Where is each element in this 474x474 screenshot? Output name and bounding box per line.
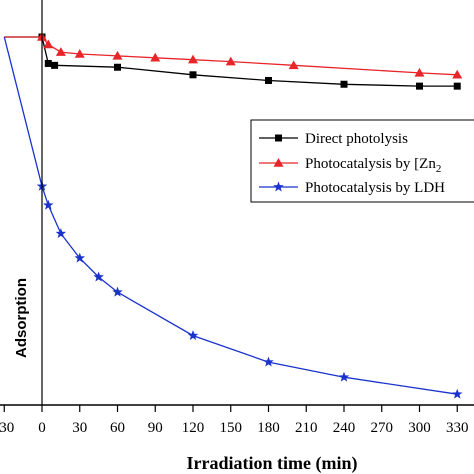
x-tick-label: -30 xyxy=(0,420,14,436)
x-tick-label: 90 xyxy=(148,420,163,436)
adsorption-label: Adsorption xyxy=(13,278,30,358)
series-3-point xyxy=(452,388,463,399)
x-tick-label: 270 xyxy=(370,420,393,436)
legend-marker-2 xyxy=(273,158,284,167)
series-3-point xyxy=(93,271,104,282)
x-tick-label: 330 xyxy=(446,420,469,436)
x-tick-label: 120 xyxy=(182,420,205,436)
x-tick-label: 240 xyxy=(333,420,356,436)
legend-marker-1 xyxy=(275,134,282,142)
series-1-point xyxy=(189,71,197,79)
x-tick-label: 150 xyxy=(219,420,242,436)
x-tick-label: 30 xyxy=(72,420,87,436)
legend-rows: Direct photolysis Photocatalysis by [Zn2 P… xyxy=(259,131,445,196)
x-tick-layer: -30 0 30 60 90 120 150 180 210 240 270 300 330 xyxy=(0,405,468,436)
legend-marker-3 xyxy=(273,181,284,192)
series-3-point xyxy=(187,330,199,341)
x-tick-label: 180 xyxy=(257,420,280,436)
legend-label-2: Photocatalysis by [Zn2 xyxy=(305,156,441,175)
series-1-point xyxy=(264,76,272,84)
series-1-point xyxy=(44,59,52,67)
legend-label-3: Photocatalysis by LDH xyxy=(305,180,445,196)
series-1-point xyxy=(340,80,348,88)
series-1-point xyxy=(51,61,59,69)
series-2-point xyxy=(112,50,123,60)
series-3-point xyxy=(55,228,67,239)
series-2-point xyxy=(187,54,198,64)
series-2-point xyxy=(414,67,425,77)
series-2-point xyxy=(43,39,54,49)
x-tick-label: 0 xyxy=(38,420,46,436)
series-line-1 xyxy=(4,36,458,87)
series-2-point xyxy=(150,52,161,62)
series-3-point xyxy=(74,252,85,263)
x-tick-label: 300 xyxy=(408,420,431,436)
legend: Direct photolysis Photocatalysis by [Zn2 P… xyxy=(250,119,474,203)
series-3-point xyxy=(263,356,274,367)
series-1-point xyxy=(415,82,423,90)
series-2-point xyxy=(452,69,463,79)
legend-box xyxy=(250,119,474,203)
x-axis-title: Irradiation time (min) xyxy=(187,453,358,474)
series-2-point xyxy=(74,49,85,58)
series-3-point xyxy=(338,371,350,382)
series-2-point xyxy=(225,56,236,66)
series-3-point xyxy=(112,286,123,297)
x-tick-label: 60 xyxy=(110,420,125,436)
series-3-point xyxy=(43,199,54,210)
series-1-point xyxy=(453,82,461,90)
series-1-point xyxy=(113,63,121,71)
series-2-point xyxy=(55,47,66,56)
x-tick-label: 210 xyxy=(295,420,318,436)
legend-label-1: Direct photolysis xyxy=(305,131,408,147)
series-2-point xyxy=(288,60,299,70)
